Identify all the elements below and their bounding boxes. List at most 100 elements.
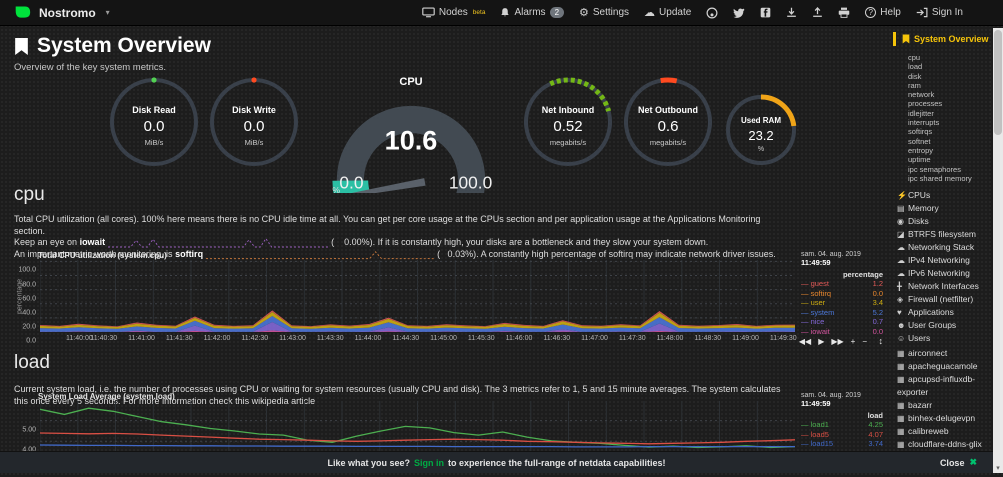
hostname[interactable]: Nostromo xyxy=(39,5,96,20)
pan-right-button[interactable]: ▶▶ xyxy=(831,337,844,346)
nodes-button[interactable]: Nodes beta xyxy=(422,7,485,18)
sidebar-item-users[interactable]: ☺ Users xyxy=(897,333,931,344)
legend-series-guest[interactable]: — guest 1.2 xyxy=(801,279,883,288)
facebook-button[interactable] xyxy=(760,7,771,18)
y-tick: 20.0 xyxy=(22,323,36,331)
zoom-in-button[interactable]: + xyxy=(850,337,856,346)
cpu-chart[interactable]: Total CPU utilization (system.cpu) perce… xyxy=(14,251,884,346)
scrollbar-thumb[interactable] xyxy=(994,30,1002,135)
legend-series-nice[interactable]: — nice 0.7 xyxy=(801,317,883,326)
gauge-unit: megabits/s xyxy=(549,138,587,147)
signin-button[interactable]: Sign In xyxy=(916,7,963,18)
gauge-net-outbound[interactable]: Net Outbound 0.6 megabits/s xyxy=(618,76,718,176)
hdd-icon: ◉ xyxy=(897,217,904,227)
sidebar-item-apcupsd-influxdb-exporter[interactable]: ▦ apcupsd-influxdb-exporter xyxy=(897,374,976,398)
sidebar-subitem-network[interactable]: network xyxy=(908,90,935,100)
x-tick: 11:43:30 xyxy=(316,335,344,342)
bell-icon xyxy=(501,8,510,17)
sidebar-item-system-overview[interactable]: System Overview xyxy=(893,32,993,46)
sidebar-subitem-idlejitter[interactable]: idlejitter xyxy=(908,108,934,118)
legend-series-iowait[interactable]: — iowait 0.0 xyxy=(801,326,883,336)
alarms-button[interactable]: Alarms 2 xyxy=(500,7,565,18)
legend-series-load1[interactable]: — load1 4.25 xyxy=(801,420,883,429)
sidebar-subitem-ipc-semaphores[interactable]: ipc semaphores xyxy=(908,164,961,174)
sidebar-subitems: cpu load disk ram network processes idlejitter… xyxy=(908,53,993,183)
sidebar-item-binhex-delugevpn[interactable]: ▦ binhex-delugevpn xyxy=(897,413,976,424)
sidebar-subitem-processes[interactable]: processes xyxy=(908,99,943,109)
sidebar-item-network-interfaces[interactable]: ╋ Network Interfaces xyxy=(897,281,979,292)
sidebar-item-btrfs-filesystem[interactable]: ◪ BTRFS filesystem xyxy=(897,229,977,240)
legend-series-system[interactable]: — system 5.2 xyxy=(801,307,883,317)
help-button[interactable]: ? Help xyxy=(865,7,901,18)
vertical-scrollbar[interactable]: ▾ xyxy=(993,28,1003,473)
sidebar-item-ipv4-networking[interactable]: ☁ IPv4 Networking xyxy=(897,255,970,266)
legend-date: sam. 04. aug. 2019 xyxy=(801,392,861,399)
sidebar-subitem-entropy[interactable]: entropy xyxy=(908,145,934,155)
settings-button[interactable]: ⚙ Settings xyxy=(579,7,630,19)
gauge-label: Disk Write xyxy=(232,105,276,115)
sidebar-subitem-softnet[interactable]: softnet xyxy=(908,136,931,146)
github-button[interactable] xyxy=(706,7,718,19)
sidebar-item-ipv6-networking[interactable]: ☁ IPv6 Networking xyxy=(897,268,970,279)
sidebar-item-airconnect[interactable]: ▦ airconnect xyxy=(897,348,948,359)
legend-series-load5[interactable]: — load5 4.07 xyxy=(801,429,883,439)
sidebar-item-memory[interactable]: ▤ Memory xyxy=(897,203,939,214)
gauge-used-ram[interactable]: Used RAM 23.2% xyxy=(718,91,804,177)
sidebar-item-cpus[interactable]: ⚡CPUs xyxy=(897,190,931,201)
legend-series-user[interactable]: — user 3.4 xyxy=(801,298,883,307)
upload-icon xyxy=(813,7,823,17)
x-tick: 11:49:00 xyxy=(732,335,759,342)
ring-gauge-dial xyxy=(624,77,712,166)
sidebar-subitem-cpu[interactable]: cpu xyxy=(908,53,921,62)
sidebar-item-calibreweb[interactable]: ▦ calibreweb xyxy=(897,426,949,437)
chart-resize-handle[interactable]: ↕ xyxy=(878,336,884,346)
sidebar-subitem-load[interactable]: load xyxy=(908,62,923,72)
y-tick: 40.0 xyxy=(22,309,36,317)
legend-date: sam. 04. aug. 2019 xyxy=(801,251,861,258)
gauge-net-inbound[interactable]: Net Inbound 0.52 megabits/s xyxy=(518,76,618,176)
sidebar-subitem-interrupts[interactable]: interrupts xyxy=(908,118,940,128)
banner-signin-link[interactable]: Sign in xyxy=(413,457,444,468)
sidebar-subitem-uptime[interactable]: uptime xyxy=(908,155,931,165)
sidebar-item-applications[interactable]: ♥ Applications xyxy=(897,307,954,318)
print-button[interactable] xyxy=(838,7,850,18)
navbar-menu: Nodes beta Alarms 2 ⚙ Settings ☁ Update xyxy=(422,6,963,19)
sidebar-item-networking-stack[interactable]: ☁ Networking Stack xyxy=(897,242,975,253)
sidebar-item-firewall-netfilter[interactable]: ◈ Firewall (netfilter) xyxy=(897,294,974,305)
scrollbar-down-arrow[interactable]: ▾ xyxy=(996,465,1000,472)
sidebar-subitem-ram[interactable]: ram xyxy=(908,80,921,90)
chart-plot-area[interactable] xyxy=(40,260,795,332)
sidebar-item-apacheguacamole[interactable]: ▦ apacheguacamole xyxy=(897,361,978,372)
x-tick: 11:46:30 xyxy=(543,335,571,342)
gauge-disk-read[interactable]: Disk Read 0.0 MiB/s xyxy=(104,76,204,176)
play-button[interactable]: ▶ xyxy=(818,337,825,346)
twitter-button[interactable] xyxy=(733,7,745,18)
pan-left-button[interactable]: ◀◀ xyxy=(798,337,812,346)
import-button[interactable] xyxy=(786,7,797,18)
export-button[interactable] xyxy=(812,7,823,18)
chart-legend: sam. 04. aug. 2019 11:49:59 percentage —… xyxy=(801,251,883,336)
sidebar-item-user-groups[interactable]: ☻ User Groups xyxy=(897,320,957,331)
page-subtitle: Overview of the key system metrics. xyxy=(14,62,167,73)
sidebar-item-bazarr[interactable]: ▦ bazarr xyxy=(897,400,933,411)
gauge-cpu[interactable]: CPU 10.6 0.0 100.0% xyxy=(308,76,514,214)
sidebar-subitem-softirqs[interactable]: softirqs xyxy=(908,127,933,137)
ring-gauge-dial xyxy=(210,77,298,166)
legend-time: 11:49:59 xyxy=(801,399,831,408)
legend-series-load15[interactable]: — load15 3.74 xyxy=(801,439,883,448)
ring-gauge-dial xyxy=(110,77,198,166)
banner-close-button[interactable]: Close ✖ xyxy=(939,457,977,468)
x-tick: 11:40:30 xyxy=(90,335,118,342)
sidebar-item-disks[interactable]: ◉ Disks xyxy=(897,216,929,227)
gauge-disk-write[interactable]: Disk Write 0.0 MiB/s xyxy=(204,76,304,176)
sidebar-subitem-disk[interactable]: disk xyxy=(908,71,922,81)
legend-series-softirq[interactable]: — softirq 0.0 xyxy=(801,288,883,298)
zoom-out-button[interactable]: − xyxy=(862,337,867,346)
update-button[interactable]: ☁ Update xyxy=(644,7,692,19)
sidebar-subitem-ipc-shared-memory[interactable]: ipc shared memory xyxy=(908,173,972,183)
banner-text-post: to experience the full-range of netdata … xyxy=(447,457,666,468)
sidebar-item-cloudflare-ddns-glix[interactable]: ▦ cloudflare-ddns-glix xyxy=(897,438,993,449)
x-tick: 11:48:00 xyxy=(656,335,684,342)
netdata-brand[interactable]: Nostromo ▾ xyxy=(14,4,110,21)
main-content: System Overview Overview of the key syst… xyxy=(0,26,893,474)
